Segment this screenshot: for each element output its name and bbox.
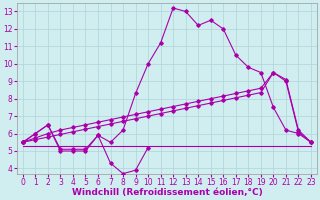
X-axis label: Windchill (Refroidissement éolien,°C): Windchill (Refroidissement éolien,°C)	[72, 188, 262, 197]
